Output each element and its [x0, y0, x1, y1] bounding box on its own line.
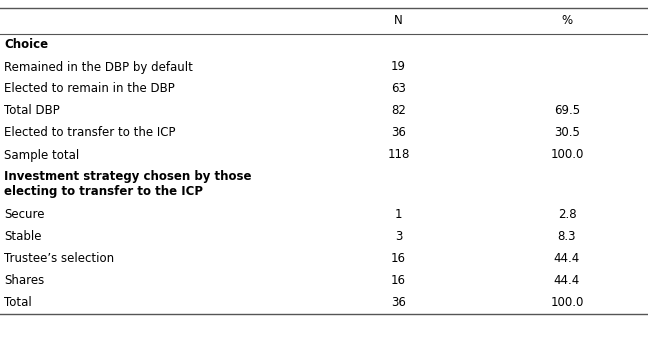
Text: 82: 82 — [391, 105, 406, 117]
Text: Secure: Secure — [4, 209, 45, 221]
Text: 8.3: 8.3 — [558, 230, 576, 244]
Text: 36: 36 — [391, 297, 406, 309]
Text: 3: 3 — [395, 230, 402, 244]
Text: Trustee’s selection: Trustee’s selection — [4, 252, 114, 266]
Text: 30.5: 30.5 — [554, 126, 580, 140]
Text: 100.0: 100.0 — [550, 148, 584, 162]
Text: 118: 118 — [388, 148, 410, 162]
Text: electing to transfer to the ICP: electing to transfer to the ICP — [4, 185, 203, 198]
Text: Sample total: Sample total — [4, 148, 79, 162]
Text: 44.4: 44.4 — [554, 274, 580, 288]
Text: 16: 16 — [391, 252, 406, 266]
Text: 2.8: 2.8 — [558, 209, 576, 221]
Text: Shares: Shares — [4, 274, 44, 288]
Text: 36: 36 — [391, 126, 406, 140]
Text: Elected to remain in the DBP: Elected to remain in the DBP — [4, 83, 175, 95]
Text: 1: 1 — [395, 209, 402, 221]
Text: Total: Total — [4, 297, 32, 309]
Text: 16: 16 — [391, 274, 406, 288]
Text: Total DBP: Total DBP — [4, 105, 60, 117]
Text: Choice: Choice — [4, 38, 48, 52]
Text: 100.0: 100.0 — [550, 297, 584, 309]
Text: %: % — [561, 15, 573, 27]
Text: 44.4: 44.4 — [554, 252, 580, 266]
Text: 19: 19 — [391, 61, 406, 73]
Text: 69.5: 69.5 — [554, 105, 580, 117]
Text: 63: 63 — [391, 83, 406, 95]
Text: Remained in the DBP by default: Remained in the DBP by default — [4, 61, 193, 73]
Text: Investment strategy chosen by those: Investment strategy chosen by those — [4, 170, 251, 183]
Text: Stable: Stable — [4, 230, 41, 244]
Text: N: N — [394, 15, 403, 27]
Text: Elected to transfer to the ICP: Elected to transfer to the ICP — [4, 126, 176, 140]
